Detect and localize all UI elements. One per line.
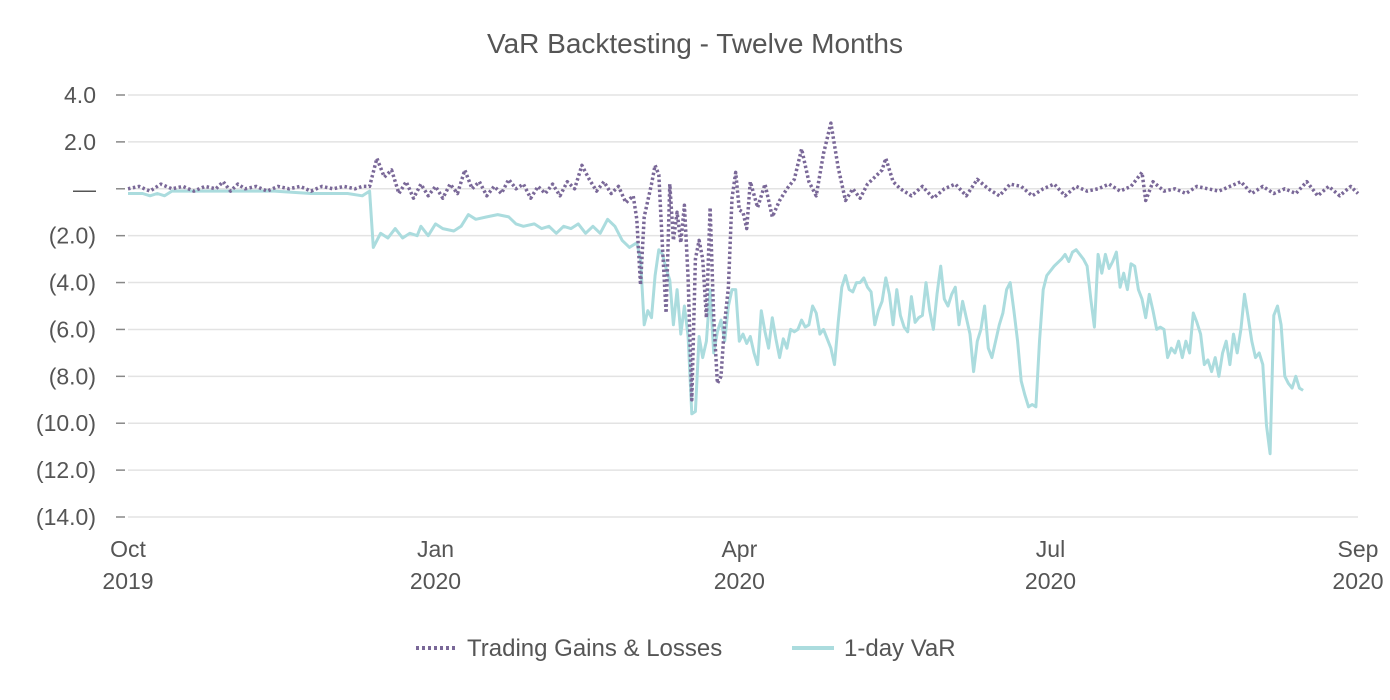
legend-item-1-day-var[interactable]: 1-day VaR (792, 635, 956, 662)
legend: Trading Gains & Losses 1-day VaR (416, 635, 956, 662)
gridlines (128, 94, 1358, 518)
y-tick-label: (4.0) (49, 270, 96, 296)
x-tick-month: Oct (110, 536, 146, 562)
x-axis: Oct 2019 Jan 2020 Apr 2020 Jul 2020 Sep 2020 (102, 536, 1383, 594)
y-tick-label: 4.0 (64, 82, 96, 108)
x-tick-month: Jan (417, 536, 454, 562)
y-tick-label: (12.0) (36, 457, 96, 483)
series-line-1-day-var (128, 189, 1304, 456)
x-tick-month: Apr (721, 536, 757, 562)
x-tick-month: Sep (1338, 536, 1379, 562)
legend-label-trading-gains: Trading Gains & Losses (467, 635, 722, 662)
chart-title: VaR Backtesting - Twelve Months (487, 28, 903, 59)
x-tick-month: Jul (1036, 536, 1065, 562)
y-tick-label: (14.0) (36, 504, 96, 530)
x-tick-year: 2020 (410, 568, 461, 594)
y-tick-label: (2.0) (49, 223, 96, 249)
legend-label-1-day-var: 1-day VaR (844, 635, 956, 662)
y-tick-label: — (73, 176, 96, 202)
y-tick-label: (6.0) (49, 316, 96, 342)
y-tick-label: 2.0 (64, 129, 96, 155)
x-tick-year: 2020 (1025, 568, 1076, 594)
x-tick-year: 2019 (102, 568, 153, 594)
legend-item-trading-gains[interactable]: Trading Gains & Losses (416, 635, 722, 662)
series-lines (127, 121, 1360, 456)
y-axis: 4.0 2.0 — (2.0) (4.0) (6.0) (8.0) (10.0) (12.0) (… (36, 82, 125, 530)
x-tick-year: 2020 (714, 568, 765, 594)
series-line-trading-gains (127, 121, 1360, 402)
x-tick-year: 2020 (1332, 568, 1383, 594)
y-tick-label: (8.0) (49, 363, 96, 389)
y-tick-label: (10.0) (36, 410, 96, 436)
